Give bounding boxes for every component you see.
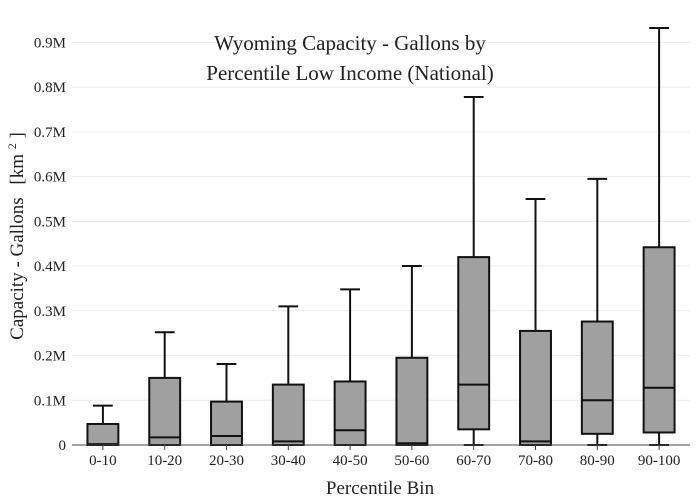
box-group-80-90 xyxy=(580,177,614,446)
y-tick-label: 0.6M xyxy=(34,170,66,186)
iqr-box xyxy=(580,320,614,435)
box-group-30-40 xyxy=(271,305,305,446)
y-axis-title-main: Capacity - Gallons xyxy=(7,197,28,339)
axes: 0 0.1M 0.2M 0.3M 0.4M 0.5M 0.6M 0.7M 0.8M 0.9M 0-1… xyxy=(34,35,690,469)
y-tick-label: 0.1M xyxy=(34,393,66,409)
y-tick-label: 0.5M xyxy=(34,214,66,230)
iqr-box xyxy=(395,356,429,446)
x-tick-label: 80-90 xyxy=(580,453,615,469)
x-axis-title: Percentile Bin xyxy=(326,478,435,499)
x-tick-label: 10-20 xyxy=(147,453,182,469)
iqr-box xyxy=(148,376,182,447)
y-axis-title-unit: [km xyxy=(7,154,28,185)
box-group-0-10 xyxy=(86,404,120,447)
iqr-box xyxy=(86,422,120,447)
boxes xyxy=(86,27,676,447)
x-tick-label: 0-10 xyxy=(89,453,117,469)
x-tick-label: 50-60 xyxy=(394,453,429,469)
iqr-box xyxy=(519,329,552,446)
x-tick-label: 30-40 xyxy=(271,453,306,469)
x-tick-label: 60-70 xyxy=(456,453,491,469)
y-tick-label: 0.4M xyxy=(34,259,66,275)
y-tick-label: 0.3M xyxy=(34,304,66,320)
box-group-10-20 xyxy=(148,331,182,447)
box-group-20-30 xyxy=(210,363,243,446)
iqr-box xyxy=(271,383,305,446)
y-tick-label: 0.9M xyxy=(34,35,66,51)
y-tick-label: 0.8M xyxy=(34,80,66,96)
x-tick-label: 70-80 xyxy=(518,453,553,469)
box-group-40-50 xyxy=(333,288,367,447)
iqr-box xyxy=(210,400,243,446)
y-axis-title: Capacity - Gallons [km 2 ] xyxy=(0,132,28,340)
gridlines xyxy=(72,41,690,401)
x-tick-label: 90-100 xyxy=(638,453,681,469)
box-group-70-80 xyxy=(519,197,552,446)
y-axis-title-unit-close: ] xyxy=(7,132,28,138)
box-group-50-60 xyxy=(395,265,429,446)
box-group-60-70 xyxy=(457,95,491,446)
y-tick-label: 0.7M xyxy=(34,125,66,141)
y-tick-label: 0 xyxy=(59,438,67,454)
x-tick-label: 20-30 xyxy=(209,453,244,469)
chart-title-line-1: Wyoming Capacity - Gallons by xyxy=(214,31,486,55)
y-axis-title-unit-sup: 2 xyxy=(5,143,19,149)
y-tick-label: 0.2M xyxy=(34,349,66,365)
chart-title-line-2: Percentile Low Income (National) xyxy=(206,61,493,85)
x-tick-label: 40-50 xyxy=(333,453,368,469)
iqr-box xyxy=(457,256,491,431)
iqr-box xyxy=(333,380,367,447)
box-group-90-100 xyxy=(642,27,676,446)
iqr-box xyxy=(642,246,676,434)
